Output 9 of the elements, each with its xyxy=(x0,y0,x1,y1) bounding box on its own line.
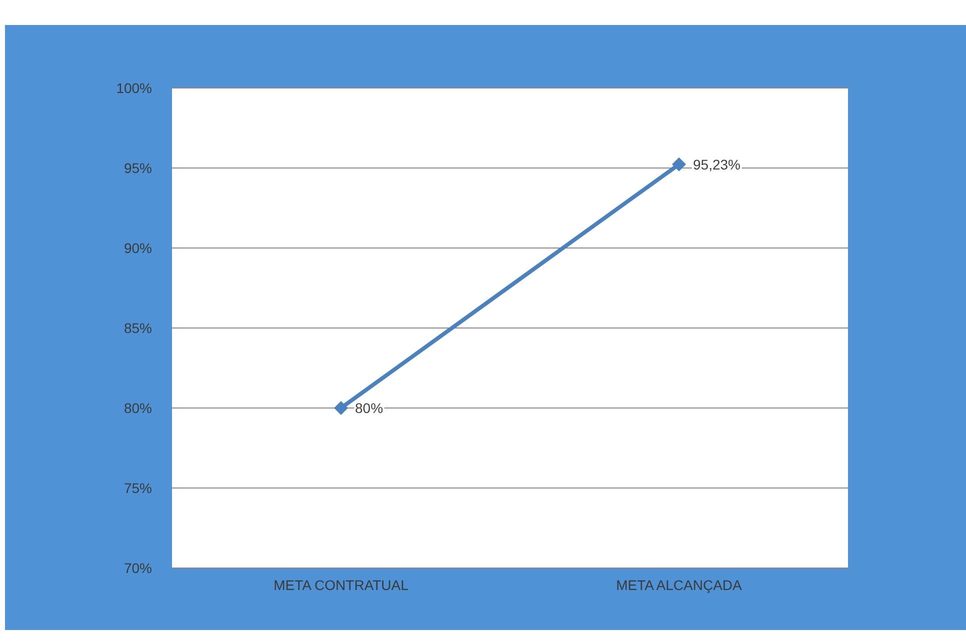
x-tick-label: META ALCANÇADA xyxy=(616,577,743,593)
y-tick-label: 80% xyxy=(124,400,152,416)
y-tick-label: 75% xyxy=(124,480,152,496)
y-tick-label: 90% xyxy=(124,240,152,256)
y-tick-label: 85% xyxy=(124,320,152,336)
y-tick-label: 95% xyxy=(124,160,152,176)
x-tick-label: META CONTRATUAL xyxy=(274,577,409,593)
y-tick-label: 100% xyxy=(116,80,152,96)
y-tick-label: 70% xyxy=(124,560,152,576)
